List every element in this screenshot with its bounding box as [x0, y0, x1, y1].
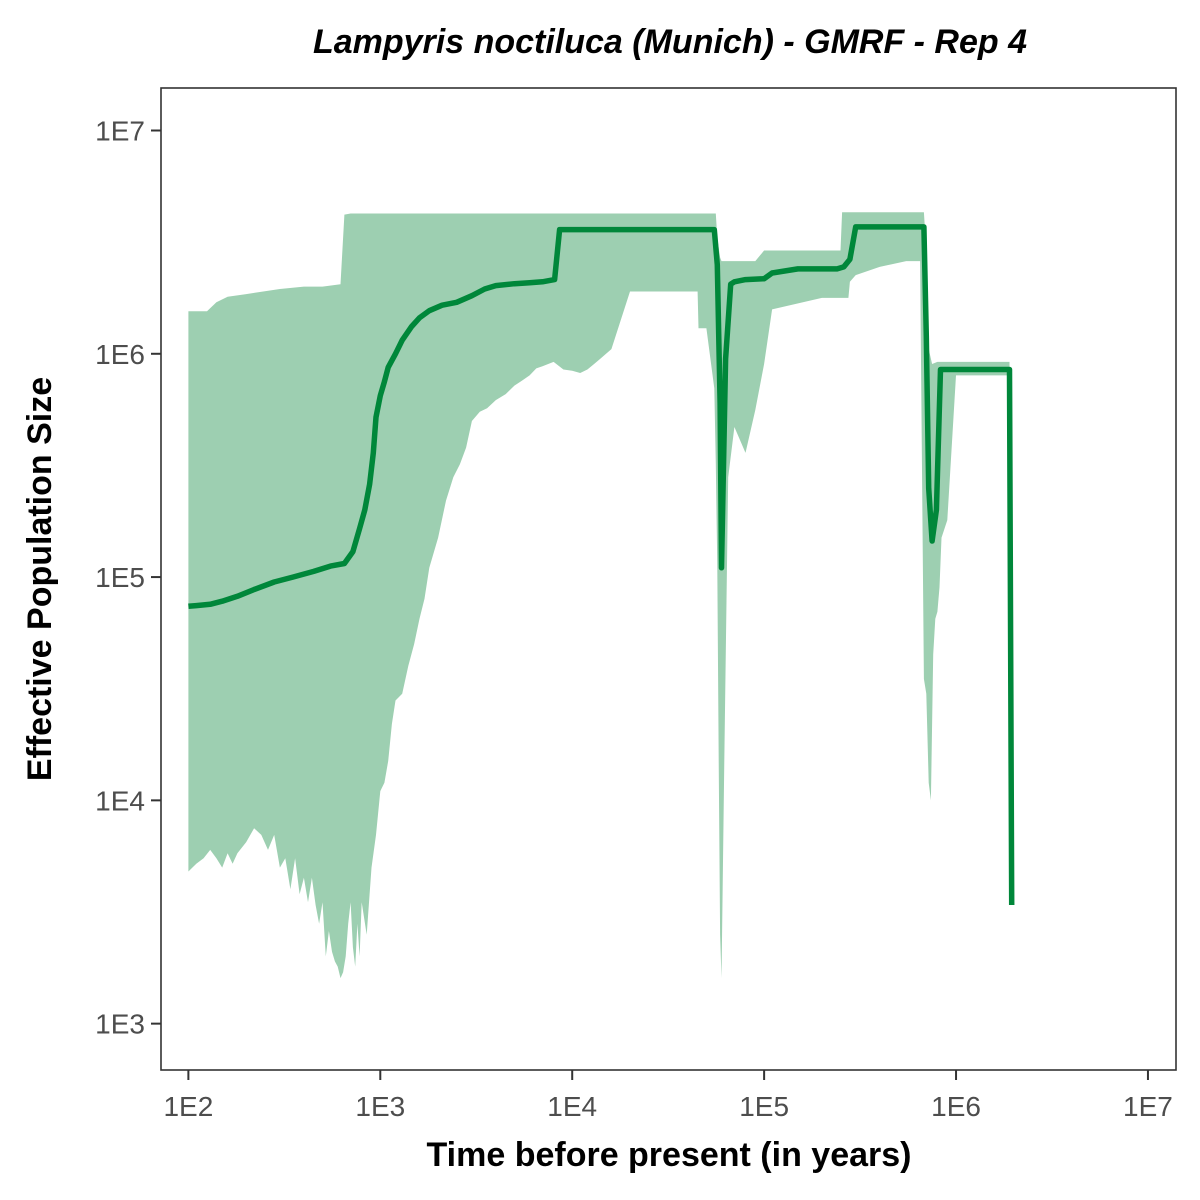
x-tick-label: 1E6	[931, 1091, 981, 1122]
y-axis-title: Effective Population Size	[21, 377, 59, 781]
y-tick-label: 1E7	[95, 115, 145, 146]
y-tick-label: 1E5	[95, 562, 145, 593]
y-tick-label: 1E6	[95, 339, 145, 370]
x-tick-label: 1E5	[739, 1091, 789, 1122]
plot-area	[188, 212, 1015, 979]
x-axis-title: Time before present (in years)	[427, 1136, 912, 1174]
hpd-band-area	[188, 212, 1010, 979]
x-tick-label: 1E4	[547, 1091, 597, 1122]
x-tick-label: 1E3	[355, 1091, 405, 1122]
chart-title: Lampyris noctiluca (Munich) - GMRF - Rep…	[313, 23, 1027, 61]
x-tick-label: 1E2	[163, 1091, 213, 1122]
x-axis: 1E2 1E3 1E4 1E5 1E6 1E7	[163, 1070, 1173, 1122]
panel-border	[160, 87, 1177, 1071]
y-axis: 1E3 1E4 1E5 1E6 1E7	[95, 115, 161, 1040]
median-line	[188, 224, 1015, 906]
y-tick-label: 1E4	[95, 785, 145, 816]
x-tick-label: 1E7	[1123, 1091, 1173, 1122]
y-tick-label: 1E3	[95, 1009, 145, 1040]
